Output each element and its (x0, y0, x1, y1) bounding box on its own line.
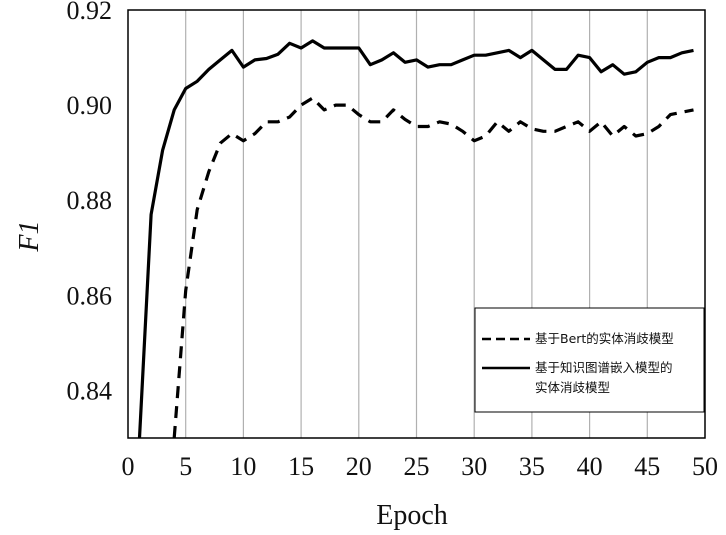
legend-label-kge-line1: 基于知识图谱嵌入模型的 (535, 360, 673, 375)
y-tick-label: 0.84 (67, 376, 113, 405)
x-tick-label: 25 (404, 452, 430, 481)
x-tick-label: 5 (179, 452, 192, 481)
x-tick-label: 45 (634, 452, 660, 481)
series-line-kge (137, 39, 694, 439)
y-tick-label: 0.92 (67, 0, 113, 25)
x-axis-title: Epoch (376, 500, 448, 531)
x-tick-label: 20 (346, 452, 372, 481)
x-tick-label: 30 (461, 452, 487, 481)
legend: 基于Bert的实体消歧模型 基于知识图谱嵌入模型的 实体消歧模型 (474, 307, 705, 413)
y-tick-label: 0.88 (67, 186, 113, 215)
y-tick-label: 0.90 (67, 91, 113, 120)
legend-label-kge-line2: 实体消歧模型 (535, 380, 610, 395)
x-tick-label: 10 (230, 452, 256, 481)
plot-area-frame (127, 9, 706, 439)
x-tick-label: 40 (577, 452, 603, 481)
x-tick-labels: 0 5 10 15 20 25 30 35 40 45 50 (122, 452, 719, 481)
x-tick-label: 50 (692, 452, 718, 481)
x-tick-label: 15 (288, 452, 314, 481)
vertical-gridlines (185, 10, 648, 438)
legend-box (474, 307, 705, 413)
series-layer (137, 39, 694, 439)
legend-label-bert: 基于Bert的实体消歧模型 (535, 331, 674, 346)
series-line-bert (172, 96, 694, 439)
x-tick-label: 0 (122, 452, 135, 481)
y-tick-label: 0.86 (67, 281, 113, 310)
x-tick-label: 35 (519, 452, 545, 481)
y-tick-labels: 0.84 0.86 0.88 0.90 0.92 (67, 0, 113, 405)
y-axis-title: F1 (14, 220, 45, 252)
